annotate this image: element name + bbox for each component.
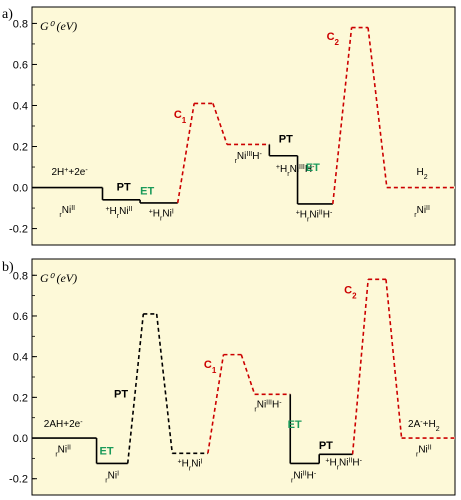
y-tick-label: -0.2	[9, 224, 28, 236]
y-axis-label: G⁰ (eV)	[40, 19, 77, 33]
species-label: rNiIIIH-	[254, 399, 282, 413]
species-label: +HrNiII	[105, 206, 132, 220]
step-tag: C2	[327, 31, 340, 47]
pathway-connector	[212, 103, 228, 145]
plot-area	[31, 6, 456, 246]
species-label: rNiIIIH-	[235, 150, 263, 164]
species-label: 2H++2e-	[51, 167, 88, 179]
y-tick-label: 0.8	[13, 270, 28, 282]
y-axis-label: G⁰ (eV)	[40, 271, 77, 285]
y-tick-label: 0.0	[13, 433, 28, 445]
y-tick-label: 0.2	[13, 142, 28, 154]
pathway-connector	[176, 103, 195, 204]
species-label: rNiII	[416, 444, 432, 458]
species-label: +HrNiIIH-	[296, 209, 333, 223]
pathway-connector	[385, 279, 403, 439]
species-label: rNiI	[105, 470, 119, 484]
y-tick-label: 0.8	[13, 18, 28, 30]
y-tick-label: 0.4	[13, 100, 28, 112]
y-tick-label: 0.0	[13, 183, 28, 195]
species-label: rNiII	[55, 444, 71, 458]
y-tick-label: 0.6	[13, 59, 28, 71]
step-tag: PT	[319, 440, 333, 452]
y-tick-label: 0.2	[13, 392, 28, 404]
step-tag: C1	[174, 109, 187, 125]
pathway-connector	[332, 27, 353, 205]
step-tag: PT	[279, 133, 293, 145]
step-tag: C2	[344, 285, 357, 301]
panel-a: a) G⁰ (eV) 0.8 0.6 0.4 0.2 0.0 -0.2 2H++2e-rNiII…	[2, 6, 456, 246]
pathway-connector	[155, 313, 174, 454]
species-label: +HrNiIIH-	[325, 457, 362, 471]
species-label: +HrNiI	[149, 208, 174, 222]
y-tick-label: 0.6	[13, 311, 28, 323]
panel-b: b) G⁰ (eV) 0.8 0.6 0.4 0.2 0.0 -0.2 2AH+2e-rNiII…	[2, 258, 456, 496]
panel-label: a)	[2, 7, 13, 22]
pathway-connector	[351, 279, 369, 455]
plot-area	[31, 258, 456, 496]
step-tag: ET	[140, 186, 154, 198]
species-label: H2	[417, 167, 428, 181]
step-tag: PT	[117, 182, 131, 194]
species-label: rNiII	[59, 205, 75, 219]
step-tag: ET	[306, 162, 320, 174]
step-tag: PT	[114, 388, 128, 400]
panel-label: b)	[2, 260, 14, 275]
species-label: rNiIIH-	[291, 470, 317, 484]
species-label: +HrNiIIIH-	[276, 164, 315, 178]
pathway-connector	[367, 27, 388, 188]
species-label: +HrNiI	[178, 458, 203, 472]
y-tick-label: 0.4	[13, 352, 28, 364]
y-tick-label: -0.2	[9, 474, 28, 486]
species-label: 2AH+2e-	[44, 418, 83, 430]
pathway-connector	[207, 354, 225, 454]
step-tag: C1	[204, 359, 217, 375]
step-tag: ET	[288, 419, 302, 431]
species-label: 2A-+H2	[408, 418, 440, 432]
step-tag: ET	[100, 445, 114, 457]
species-label: rNiII	[414, 205, 430, 219]
